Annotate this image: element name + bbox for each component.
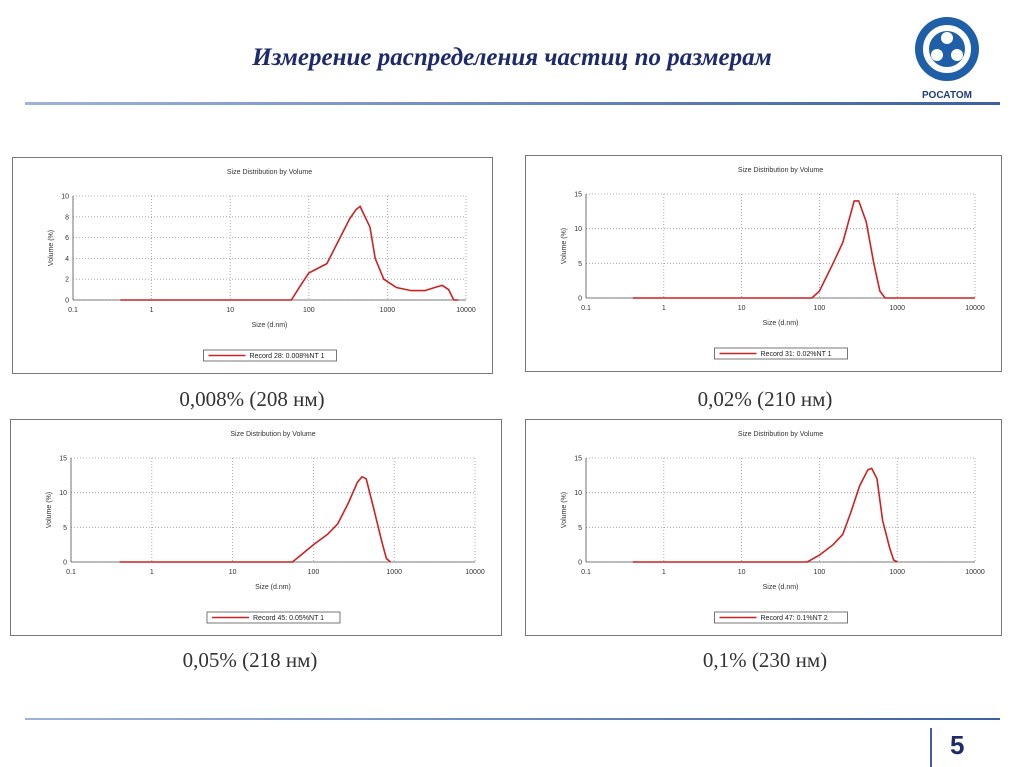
x-tick-label: 10	[229, 569, 237, 576]
y-axis-label: Volume (%)	[46, 492, 53, 528]
y-tick-label: 6	[65, 235, 69, 242]
chart-title: Size Distribution by Volume	[738, 431, 823, 438]
chart-caption: 0,008% (208 нм)	[179, 387, 325, 411]
legend-box	[203, 349, 337, 362]
legend-box	[206, 611, 341, 624]
x-tick-label: 10000	[965, 305, 985, 312]
x-tick-label: 1	[150, 569, 154, 576]
logo-dot	[941, 32, 953, 44]
y-tick-label: 10	[574, 490, 582, 497]
y-tick-label: 4	[65, 256, 69, 263]
legend-box	[714, 347, 848, 360]
x-axis-label: Size (d.nm)	[763, 584, 799, 591]
y-tick-label: 5	[63, 525, 67, 532]
y-tick-label: 8	[65, 214, 69, 221]
y-tick-label: 0	[578, 296, 582, 303]
chart: Size Distribution by Volume 0 5 10 15 0.1 1 10 1…	[561, 431, 985, 624]
footer-rule	[25, 718, 1000, 720]
chart-caption: 0,05% (218 нм)	[182, 648, 318, 672]
chart-panel: Size Distribution by Volume 0 5 10 15 0.1 1 10 1…	[10, 419, 502, 636]
y-tick-label: 15	[574, 456, 582, 463]
legend-label: Record 31: 0.02%NT 1	[761, 351, 832, 358]
chart: Size Distribution by Volume 0 5 10 15 0.1 1 10 1…	[46, 431, 485, 624]
x-tick-label: 1	[662, 569, 666, 576]
logo: РОСАТОМ	[915, 17, 979, 101]
chart-caption: 0,02% (210 нм)	[697, 387, 833, 411]
chart-title: Size Distribution by Volume	[230, 431, 315, 438]
x-tick-label: 0.1	[66, 569, 76, 576]
y-tick-label: 5	[578, 525, 582, 532]
x-tick-label: 0.1	[581, 305, 591, 312]
x-tick-label: 1000	[889, 305, 905, 312]
x-tick-label: 1	[150, 307, 154, 314]
data-line	[120, 205, 459, 301]
legend-label: Record 45: 0.05%NT 1	[253, 615, 324, 622]
legend-box	[714, 611, 848, 624]
x-tick-label: 1000	[386, 569, 402, 576]
page-number: 5	[950, 730, 965, 760]
x-tick-label: 10	[738, 305, 746, 312]
data-line	[632, 200, 975, 299]
x-tick-label: 0.1	[68, 307, 78, 314]
y-tick-label: 2	[65, 277, 69, 284]
y-tick-label: 15	[574, 192, 582, 199]
y-tick-label: 0	[578, 560, 582, 567]
chart: Size Distribution by Volume 0 2 4 6 8 10 0.1 1 10…	[48, 169, 476, 362]
x-tick-label: 10000	[465, 569, 485, 576]
x-tick-label: 10000	[456, 307, 476, 314]
chart: Size Distribution by Volume 0 5 10 15 0.1 1 10 1…	[561, 167, 985, 360]
chart-panel: Size Distribution by Volume 0 2 4 6 8 10 0.1 1 10…	[12, 157, 493, 374]
y-tick-label: 10	[61, 194, 69, 201]
chart-title: Size Distribution by Volume	[227, 169, 312, 176]
x-tick-label: 100	[814, 569, 826, 576]
y-tick-label: 0	[65, 298, 69, 305]
legend-label: Record 47: 0.1%NT 2	[761, 615, 828, 622]
y-axis-label: Volume (%)	[561, 228, 568, 264]
x-tick-label: 100	[308, 569, 320, 576]
logo-dot	[931, 49, 943, 61]
x-tick-label: 10000	[965, 569, 985, 576]
y-tick-label: 5	[578, 261, 582, 268]
data-line	[119, 475, 392, 563]
x-tick-label: 100	[814, 305, 826, 312]
chart-caption: 0,1% (230 нм)	[702, 648, 828, 672]
legend-label: Record 28: 0.008%NT 1	[250, 353, 325, 360]
x-tick-label: 0.1	[581, 569, 591, 576]
x-tick-label: 1	[662, 305, 666, 312]
chart-title: Size Distribution by Volume	[738, 167, 823, 174]
y-tick-label: 10	[59, 490, 67, 497]
y-tick-label: 10	[574, 226, 582, 233]
logo-ring	[923, 25, 971, 73]
y-axis-label: Volume (%)	[561, 492, 568, 528]
logo-dot	[951, 49, 963, 61]
title-rule	[25, 102, 1000, 105]
logo-text: РОСАТОМ	[922, 90, 972, 101]
page-bar	[930, 728, 932, 767]
slide-title: Измерение распределения частиц по размер…	[252, 44, 772, 71]
chart-panel: Size Distribution by Volume 0 5 10 15 0.1 1 10 1…	[525, 419, 1002, 636]
chart-panel: Size Distribution by Volume 0 5 10 15 0.1 1 10 1…	[525, 155, 1002, 372]
data-line	[632, 467, 898, 563]
y-axis-label: Volume (%)	[48, 230, 55, 266]
x-axis-label: Size (d.nm)	[255, 584, 291, 591]
x-axis-label: Size (d.nm)	[252, 322, 288, 329]
x-tick-label: 10	[738, 569, 746, 576]
y-tick-label: 0	[63, 560, 67, 567]
x-axis-label: Size (d.nm)	[763, 320, 799, 327]
x-tick-label: 100	[303, 307, 315, 314]
x-tick-label: 1000	[889, 569, 905, 576]
y-tick-label: 15	[59, 456, 67, 463]
x-tick-label: 10	[226, 307, 234, 314]
x-tick-label: 1000	[380, 307, 396, 314]
